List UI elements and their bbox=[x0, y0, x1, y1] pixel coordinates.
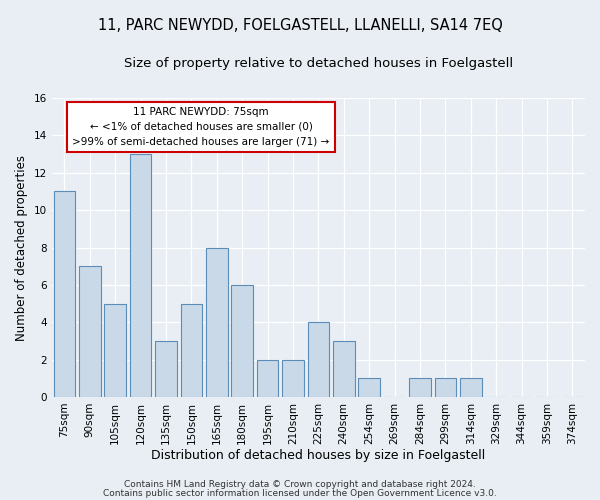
Bar bbox=[358, 378, 380, 397]
X-axis label: Distribution of detached houses by size in Foelgastell: Distribution of detached houses by size … bbox=[151, 450, 485, 462]
Text: Contains public sector information licensed under the Open Government Licence v3: Contains public sector information licen… bbox=[103, 488, 497, 498]
Bar bbox=[460, 378, 482, 397]
Bar bbox=[333, 341, 355, 397]
Bar bbox=[434, 378, 456, 397]
Bar bbox=[206, 248, 227, 397]
Text: 11 PARC NEWYDD: 75sqm
← <1% of detached houses are smaller (0)
>99% of semi-deta: 11 PARC NEWYDD: 75sqm ← <1% of detached … bbox=[73, 107, 329, 146]
Bar bbox=[282, 360, 304, 397]
Bar bbox=[181, 304, 202, 397]
Title: Size of property relative to detached houses in Foelgastell: Size of property relative to detached ho… bbox=[124, 58, 513, 70]
Bar bbox=[53, 192, 75, 397]
Bar bbox=[130, 154, 151, 397]
Bar bbox=[257, 360, 278, 397]
Text: 11, PARC NEWYDD, FOELGASTELL, LLANELLI, SA14 7EQ: 11, PARC NEWYDD, FOELGASTELL, LLANELLI, … bbox=[98, 18, 502, 32]
Bar bbox=[308, 322, 329, 397]
Bar bbox=[409, 378, 431, 397]
Bar bbox=[155, 341, 177, 397]
Text: Contains HM Land Registry data © Crown copyright and database right 2024.: Contains HM Land Registry data © Crown c… bbox=[124, 480, 476, 489]
Bar bbox=[232, 285, 253, 397]
Bar bbox=[79, 266, 101, 397]
Y-axis label: Number of detached properties: Number of detached properties bbox=[15, 154, 28, 340]
Bar bbox=[104, 304, 126, 397]
